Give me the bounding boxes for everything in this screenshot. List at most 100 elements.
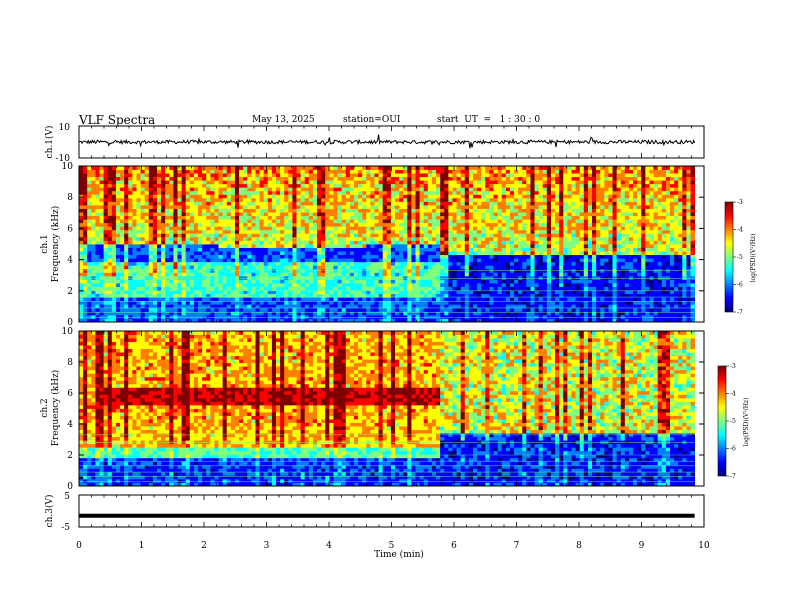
spectrogram-cell — [79, 258, 84, 263]
spectrogram-cell — [534, 297, 540, 302]
spectrogram-cell — [337, 247, 343, 252]
spectrogram-cell — [280, 307, 285, 312]
spectrogram-cell — [497, 226, 503, 231]
spectrogram-cell — [222, 166, 228, 170]
spectrogram-cell — [165, 293, 170, 298]
spectrogram-cell — [452, 219, 457, 224]
spectrogram-cell — [382, 283, 388, 287]
spectrogram-cell — [370, 208, 375, 213]
spectrogram-cell — [501, 219, 507, 224]
spectrogram-cell — [403, 314, 408, 319]
spectrogram-cell — [477, 212, 482, 217]
spectrogram-cell — [333, 244, 338, 248]
spectrogram-cell — [321, 205, 326, 209]
spectrogram-cell — [144, 187, 150, 192]
spectrogram-cell — [284, 197, 289, 202]
spectrogram-cell — [349, 176, 355, 181]
spectrogram-cell — [230, 229, 236, 234]
spectrogram-cell — [436, 215, 441, 220]
spectrogram-cell — [534, 265, 540, 270]
spectrogram-cell — [226, 190, 232, 195]
spectrogram-cell — [403, 215, 408, 220]
spectrogram-cell — [395, 240, 400, 245]
spectrogram-cell — [222, 279, 228, 284]
spectrogram-cell — [530, 180, 535, 185]
spectrogram-cell — [366, 261, 371, 266]
spectrogram-cell — [423, 215, 429, 220]
spectrogram-cell — [308, 251, 314, 256]
spectrogram-cell — [198, 247, 203, 252]
spectrogram-cell — [493, 251, 499, 256]
spectrogram-cell — [304, 318, 310, 323]
spectrogram-cell — [489, 293, 494, 298]
spectrogram-cell — [132, 258, 137, 263]
spectrogram-cell — [226, 293, 232, 298]
spectrogram-cell — [321, 265, 326, 270]
spectrogram-cell — [382, 251, 388, 256]
spectrogram-cell — [169, 304, 174, 309]
spectrogram-cell — [284, 297, 289, 302]
spectrogram-cell — [132, 314, 137, 319]
spectrogram-cell — [468, 254, 474, 259]
spectrogram-cell — [370, 205, 375, 209]
spectrogram-cell — [87, 307, 92, 312]
spectrogram-cell — [481, 212, 486, 217]
spectrogram-cell — [431, 229, 437, 234]
spectrogram-cell — [514, 173, 519, 178]
spectrogram-cell — [177, 311, 182, 316]
spectrogram-cell — [140, 236, 146, 241]
spectrogram-cell — [202, 290, 207, 295]
spectrogram-cell — [193, 229, 199, 234]
spectrogram-cell — [456, 311, 462, 316]
spectrogram-cell — [222, 290, 228, 295]
spectrogram-cell — [526, 201, 531, 206]
spectrogram-cell — [193, 201, 199, 206]
spectrogram-cell — [198, 311, 203, 316]
spectrogram-cell — [378, 222, 384, 227]
spectrogram-cell — [124, 190, 129, 195]
spectrogram-cell — [431, 297, 437, 302]
spectrogram-cell — [374, 180, 379, 185]
spectrogram-cell — [263, 212, 269, 217]
spectrogram-cell — [263, 180, 269, 185]
spectrogram-cell — [120, 215, 125, 220]
spectrogram-cell — [366, 314, 371, 319]
spectrogram-cell — [481, 286, 486, 291]
spectrogram-cell — [296, 190, 302, 195]
spectrogram-cell — [255, 226, 260, 231]
spectrogram-cell — [358, 272, 363, 277]
spectrogram-cell — [431, 180, 437, 185]
spectrogram-cell — [325, 197, 330, 202]
spectrogram-cell — [526, 240, 531, 245]
spectrogram-cell — [79, 208, 84, 213]
spectrogram-cell — [263, 290, 269, 295]
spectrogram-cell — [288, 279, 293, 284]
spectrogram-cell — [185, 297, 191, 302]
spectrogram-cell — [300, 244, 306, 248]
spectrogram-cell — [477, 240, 482, 245]
spectrogram-cell — [431, 190, 437, 195]
spectrogram-cell — [444, 201, 449, 206]
spectrogram-cell — [522, 244, 527, 248]
spectrogram-cell — [292, 300, 297, 305]
spectrogram-cell — [325, 247, 330, 252]
spectrogram-cell — [87, 194, 92, 199]
spectrogram-cell — [407, 240, 412, 245]
spectrogram-cell — [485, 194, 490, 199]
spectrogram-cell — [103, 254, 109, 259]
spectrogram-cell — [144, 265, 150, 270]
spectrogram-cell — [353, 173, 359, 178]
spectrogram-cell — [161, 297, 166, 302]
spectrogram-cell — [427, 293, 433, 298]
spectrogram-cell — [144, 215, 150, 220]
spectrogram-cell — [226, 208, 232, 213]
spectrogram-cell — [79, 219, 84, 224]
spectrogram-cell — [124, 194, 129, 199]
spectrogram-cell — [169, 190, 174, 195]
spectrogram-cell — [91, 219, 96, 224]
spectrogram-cell — [95, 240, 100, 245]
spectrogram-cell — [370, 293, 375, 298]
spectrogram-cell — [312, 293, 318, 298]
spectrogram-cell — [522, 212, 527, 217]
spectrogram-cell — [120, 275, 125, 280]
